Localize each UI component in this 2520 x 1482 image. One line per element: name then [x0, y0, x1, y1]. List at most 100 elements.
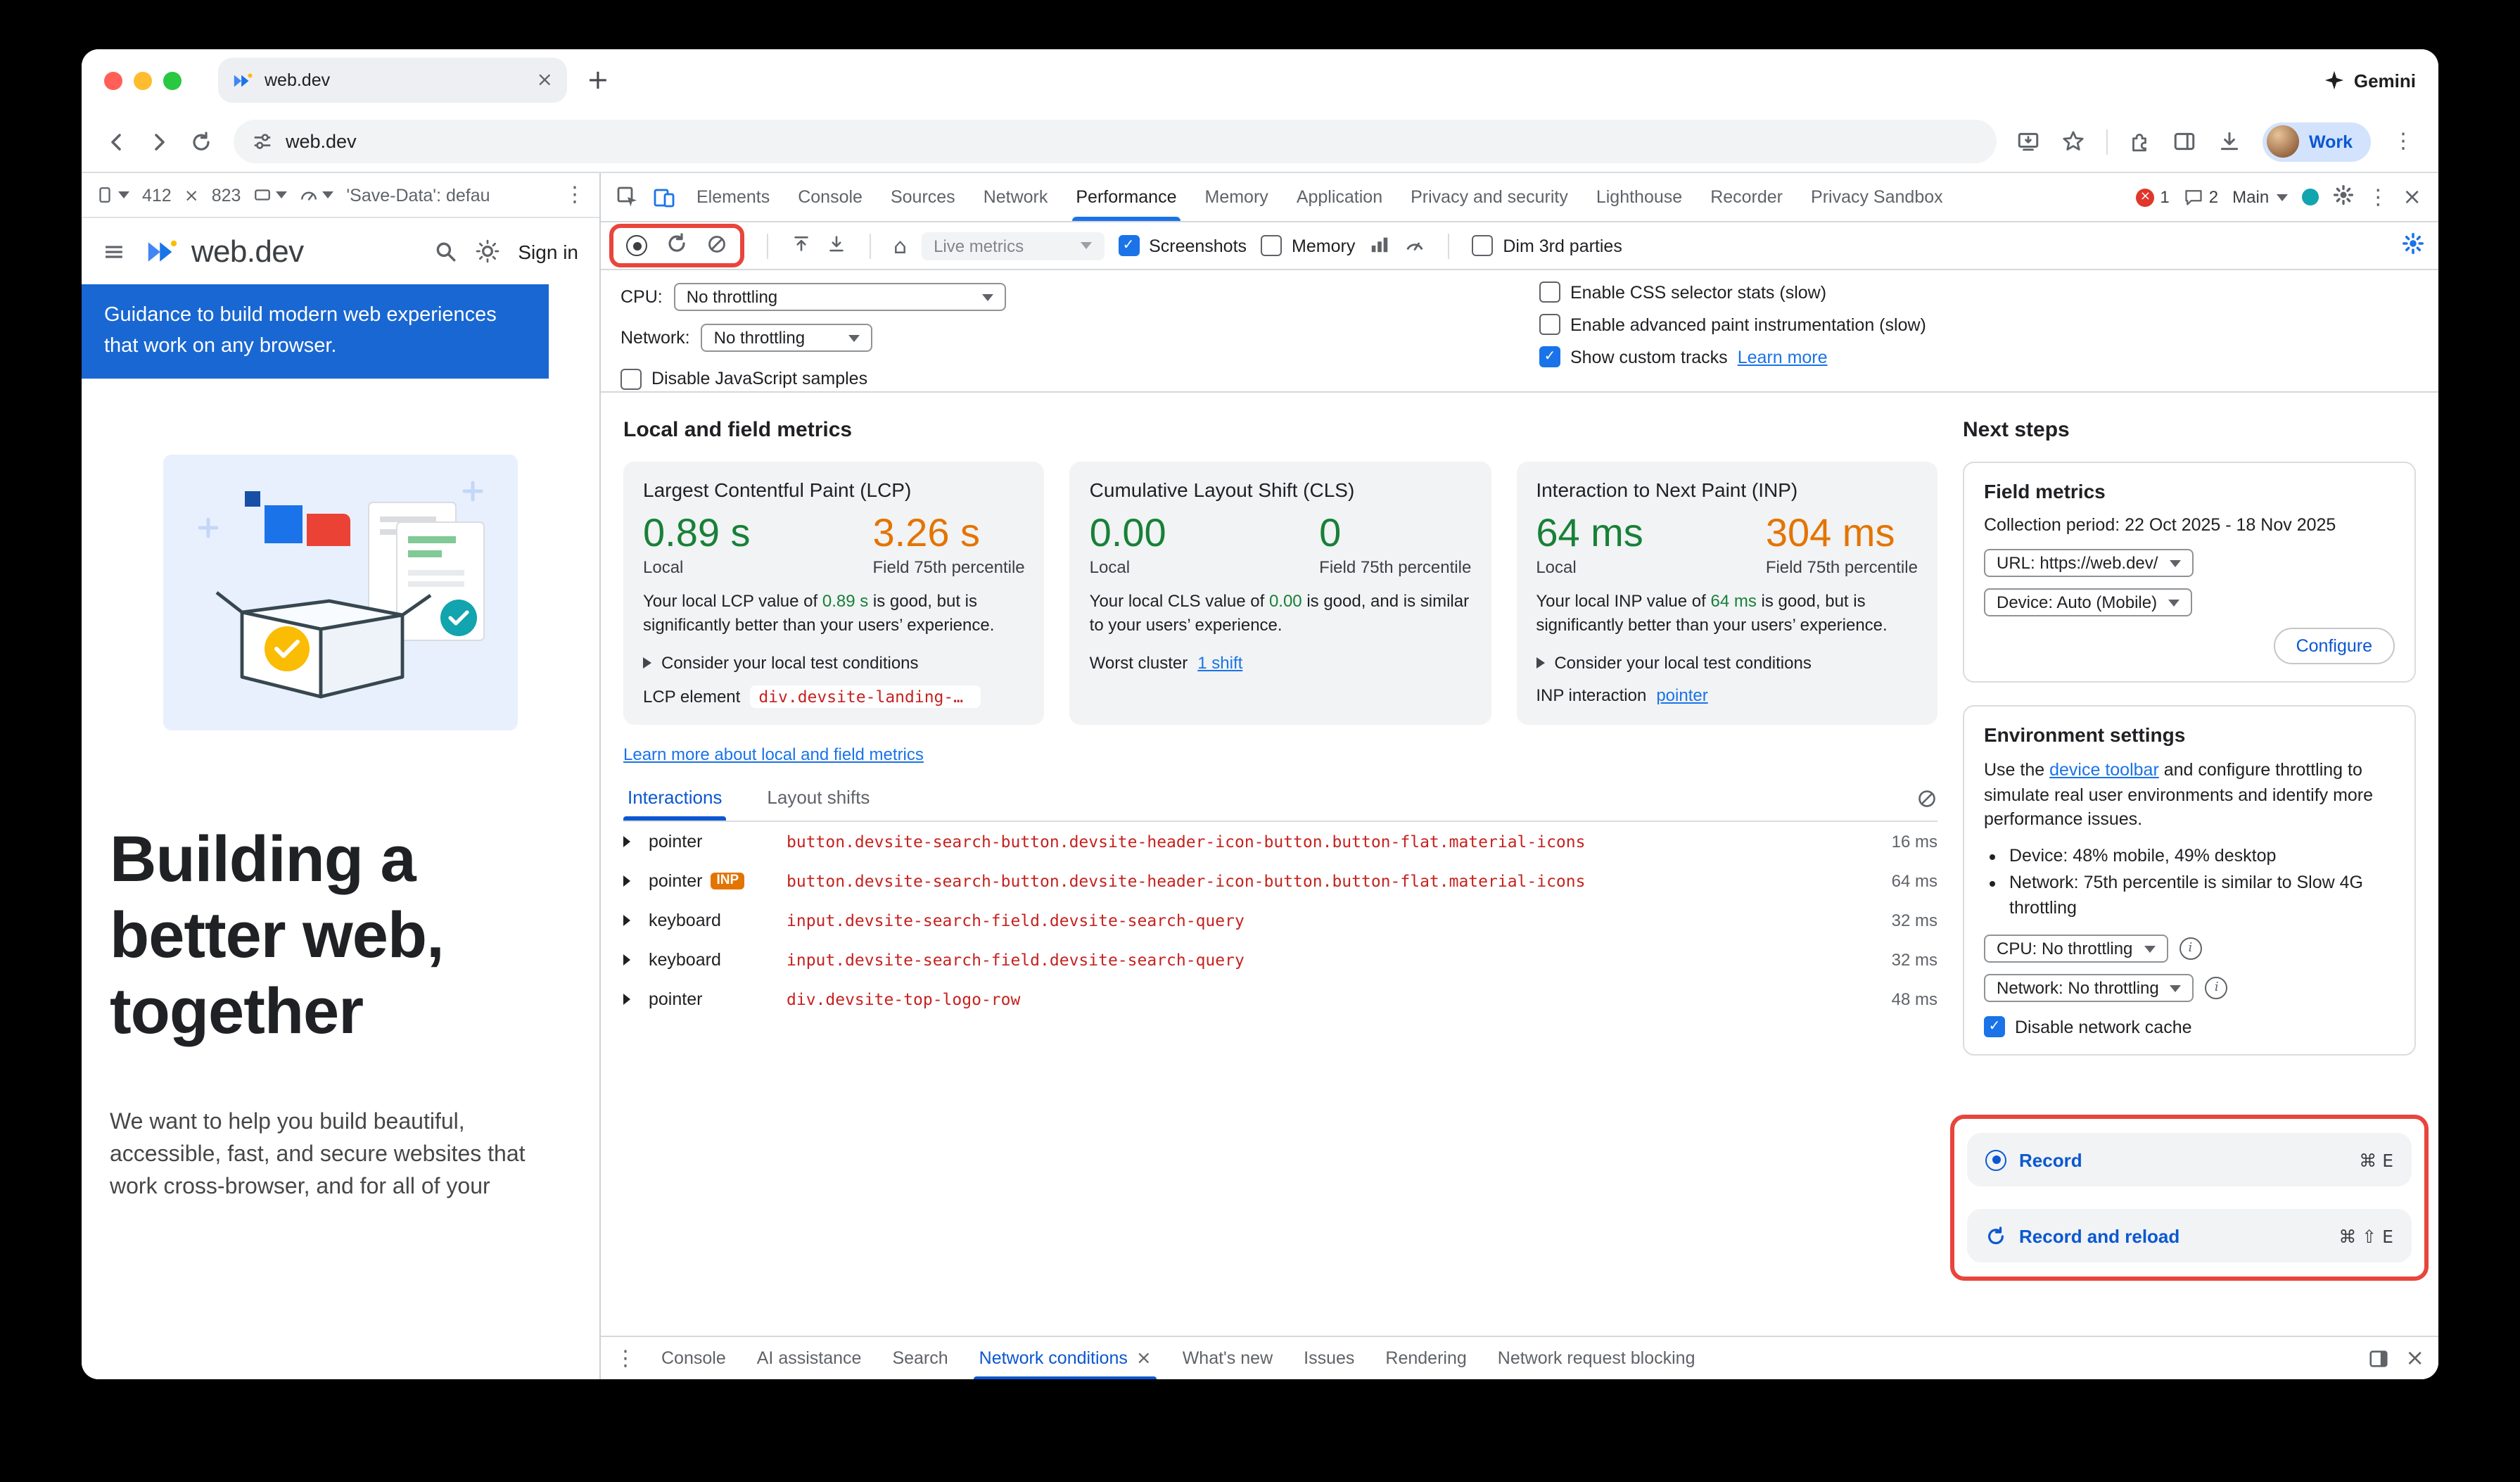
inp-test-conditions-expander[interactable]: Consider your local test conditions	[1536, 653, 1918, 673]
traffic-light-minimize[interactable]	[134, 71, 152, 89]
load-profile-icon[interactable]	[791, 233, 812, 258]
profile-button[interactable]: Work	[2262, 122, 2371, 161]
search-icon[interactable]	[433, 239, 457, 263]
close-drawer-tab-icon[interactable]: ×	[1135, 1348, 1152, 1369]
traffic-light-zoom[interactable]	[163, 71, 182, 89]
hamburger-menu-icon[interactable]: ≡	[103, 236, 125, 267]
custom-tracks-learn-more-link[interactable]: Learn more	[1737, 347, 1828, 367]
tab-application[interactable]: Application	[1296, 187, 1383, 207]
tab-privacy-security[interactable]: Privacy and security	[1411, 187, 1568, 207]
interaction-row[interactable]: keyboard input.devsite-search-field.devs…	[623, 901, 1937, 940]
network-throttling-select[interactable]: No throttling	[701, 324, 873, 352]
site-settings-icon[interactable]	[252, 131, 273, 152]
cpu-throttle-gauge-icon[interactable]	[1404, 233, 1425, 258]
drawer-tab-rendering[interactable]: Rendering	[1385, 1348, 1467, 1367]
install-icon[interactable]	[2008, 120, 2050, 163]
viewport-width[interactable]: 412	[142, 185, 172, 205]
disable-js-samples-checkbox[interactable]: Disable JavaScript samples	[621, 368, 867, 389]
disable-network-cache-checkbox[interactable]: Disable network cache	[1984, 1016, 2395, 1037]
drawer-tab-console[interactable]: Console	[661, 1348, 726, 1367]
info-icon[interactable]: i	[2179, 937, 2202, 960]
info-icon[interactable]: i	[2205, 977, 2228, 999]
tab-performance[interactable]: Performance	[1062, 173, 1190, 221]
field-url-select[interactable]: URL: https://web.dev/	[1984, 549, 2194, 577]
theme-toggle-sun-icon[interactable]	[476, 239, 499, 263]
browser-tab[interactable]: web.dev ×	[218, 58, 567, 103]
tab-memory[interactable]: Memory	[1204, 187, 1268, 207]
tab-lighthouse[interactable]: Lighthouse	[1596, 187, 1683, 207]
record-reload-icon[interactable]	[666, 232, 688, 259]
gemini-button[interactable]: Gemini	[2324, 70, 2416, 91]
save-profile-icon[interactable]	[826, 233, 847, 258]
tab-network[interactable]: Network	[983, 187, 1048, 207]
traffic-light-close[interactable]	[104, 71, 122, 89]
device-toolbar-menu-icon[interactable]: ⋮	[564, 182, 585, 207]
tab-recorder[interactable]: Recorder	[1710, 187, 1783, 207]
record-icon[interactable]	[626, 235, 647, 256]
cls-worst-cluster-link[interactable]: 1 shift	[1197, 652, 1243, 673]
tab-sources[interactable]: Sources	[890, 187, 955, 207]
lcp-element-link[interactable]: div.devsite-landing-row-ite…	[750, 685, 981, 708]
downloads-icon[interactable]	[2209, 120, 2251, 163]
side-panel-icon[interactable]	[2164, 120, 2206, 163]
live-metrics-home-icon[interactable]: ⌂	[893, 233, 908, 258]
device-toolbar-link[interactable]: device toolbar	[2049, 760, 2159, 780]
inspect-element-icon[interactable]	[609, 179, 646, 215]
cpu-throttling-select[interactable]: No throttling	[673, 283, 1006, 311]
network-conditions-icon[interactable]	[1369, 233, 1390, 258]
css-selector-stats-checkbox[interactable]: Enable CSS selector stats (slow)	[1539, 281, 1926, 303]
viewport-height[interactable]: 823	[211, 185, 241, 205]
new-tab-button[interactable]: +	[587, 64, 609, 95]
drawer-menu-icon[interactable]: ⋮	[615, 1345, 636, 1370]
dim-3rd-parties-checkbox[interactable]: Dim 3rd parties	[1472, 235, 1622, 256]
drawer-close-icon[interactable]: ×	[2405, 1344, 2424, 1371]
interaction-row[interactable]: keyboard input.devsite-search-field.devs…	[623, 940, 1937, 980]
reload-button[interactable]	[180, 120, 222, 163]
dock-side-icon[interactable]	[2367, 1348, 2388, 1369]
device-toolbar-toggle-icon[interactable]	[646, 179, 682, 215]
js-context-select[interactable]: Main	[2232, 187, 2288, 207]
device-type-select[interactable]	[96, 186, 129, 204]
drawer-tab-network-conditions[interactable]: Network conditions ×	[965, 1337, 1166, 1379]
inp-interaction-link[interactable]: pointer	[1656, 685, 1708, 705]
drawer-tab-whats-new[interactable]: What's new	[1182, 1348, 1273, 1367]
clear-interactions-icon[interactable]	[1916, 789, 1937, 810]
site-logo[interactable]: web.dev	[144, 233, 304, 270]
tab-close-icon[interactable]: ×	[536, 69, 553, 91]
record-button[interactable]: Record ⌘ E	[1967, 1133, 2412, 1186]
devtools-settings-gear-icon[interactable]	[2332, 184, 2353, 210]
drawer-tab-issues[interactable]: Issues	[1304, 1348, 1355, 1367]
tab-interactions[interactable]: Interactions	[623, 778, 727, 821]
drawer-tab-search[interactable]: Search	[892, 1348, 948, 1367]
forward-button[interactable]	[138, 120, 180, 163]
field-device-select[interactable]: Device: Auto (Mobile)	[1984, 588, 2193, 616]
metrics-learn-more-link[interactable]: Learn more about local and field metrics	[623, 744, 924, 764]
bookmark-star-icon[interactable]	[2053, 120, 2095, 163]
configure-button[interactable]: Configure	[2273, 628, 2395, 664]
throttle-select[interactable]	[300, 186, 334, 204]
url-bar[interactable]: web.dev	[234, 120, 1997, 163]
capture-settings-gear-icon[interactable]	[2402, 232, 2424, 259]
devtools-menu-icon[interactable]: ⋮	[2367, 184, 2389, 209]
zoom-select[interactable]	[253, 186, 288, 204]
screenshots-checkbox[interactable]: Screenshots	[1118, 235, 1247, 256]
env-cpu-throttling-select[interactable]: CPU: No throttling	[1984, 935, 2168, 963]
paint-instrumentation-checkbox[interactable]: Enable advanced paint instrumentation (s…	[1539, 314, 1926, 335]
devtools-close-icon[interactable]: ×	[2403, 183, 2422, 210]
status-dot-icon[interactable]	[2301, 189, 2319, 205]
record-and-reload-button[interactable]: Record and reload ⌘ ⇧ E	[1967, 1209, 2412, 1262]
clear-icon[interactable]	[706, 233, 727, 258]
sign-in-link[interactable]: Sign in	[518, 240, 578, 262]
memory-checkbox[interactable]: Memory	[1261, 235, 1355, 256]
tab-console[interactable]: Console	[798, 187, 863, 207]
tab-layout-shifts[interactable]: Layout shifts	[767, 786, 870, 808]
interaction-row[interactable]: pointer button.devsite-search-button.dev…	[623, 822, 1937, 861]
tab-elements[interactable]: Elements	[696, 187, 770, 207]
tab-privacy-sandbox[interactable]: Privacy Sandbox	[1811, 187, 1943, 207]
view-mode-select[interactable]: Live metrics	[921, 232, 1105, 260]
back-button[interactable]	[96, 120, 138, 163]
drawer-tab-network-request-blocking[interactable]: Network request blocking	[1497, 1348, 1695, 1367]
issue-count[interactable]: 2	[2184, 187, 2218, 207]
lcp-test-conditions-expander[interactable]: Consider your local test conditions	[643, 653, 1025, 673]
extensions-puzzle-icon[interactable]	[2119, 120, 2161, 163]
